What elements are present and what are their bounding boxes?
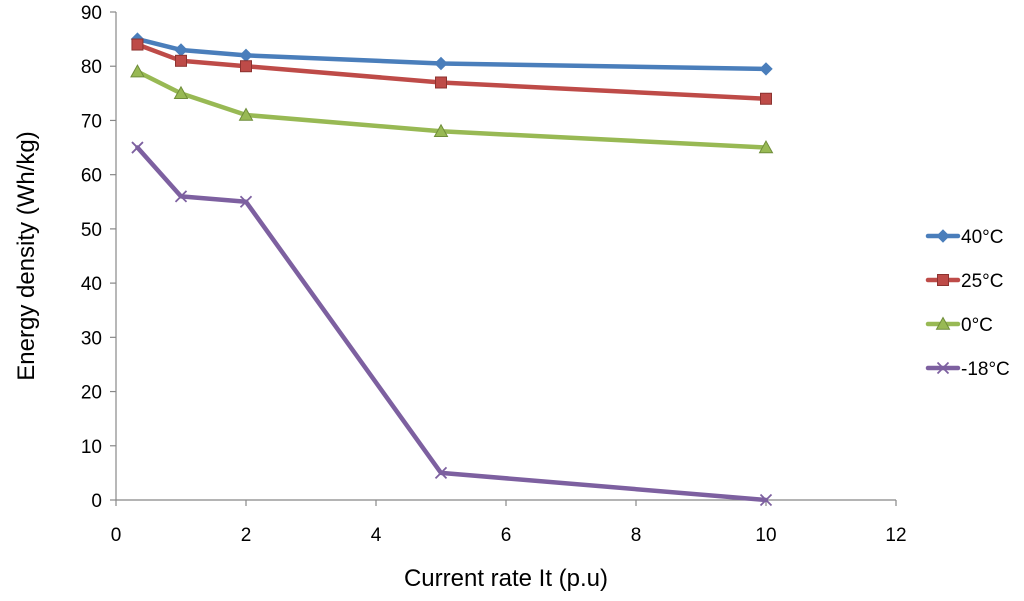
series-layer xyxy=(130,32,774,507)
legend-item: 0°C xyxy=(925,315,993,336)
data-point xyxy=(433,123,449,137)
data-point xyxy=(173,85,189,100)
y-tick-label: 40 xyxy=(81,274,102,295)
x-tick-label: 8 xyxy=(631,525,642,546)
data-point xyxy=(131,38,144,51)
legend-marker xyxy=(937,274,949,286)
data-point xyxy=(434,466,448,480)
data-point xyxy=(759,493,773,507)
data-point xyxy=(174,190,188,203)
y-tick-label: 80 xyxy=(81,57,102,78)
legend-item: 40°C xyxy=(925,227,1003,248)
data-point xyxy=(238,107,254,121)
data-point xyxy=(758,140,774,154)
legend-label: 40°C xyxy=(961,227,1003,248)
data-point xyxy=(240,60,252,73)
y-axis-title: Energy density (Wh/kg) xyxy=(13,131,40,380)
y-tick-label: 90 xyxy=(81,3,102,24)
series-0c xyxy=(130,64,774,154)
x-tick-label: 12 xyxy=(885,525,906,546)
legend-marker xyxy=(936,361,950,375)
legend-label: 0°C xyxy=(961,315,993,336)
y-tick-label: 10 xyxy=(81,437,102,458)
x-tick-label: 10 xyxy=(755,525,776,546)
series-25c xyxy=(131,38,772,105)
data-point xyxy=(131,141,144,154)
y-tick-label: 20 xyxy=(81,383,102,404)
data-point xyxy=(434,56,448,71)
series-40c xyxy=(130,32,773,76)
data-point xyxy=(760,92,772,105)
x-tick-label: 4 xyxy=(371,525,382,546)
legend-item: 25°C xyxy=(925,271,1003,292)
data-point xyxy=(759,62,773,76)
legend: 40°C 25°C 0°C -18°C xyxy=(925,227,1010,380)
legend-label: 25°C xyxy=(961,271,1003,292)
series-line xyxy=(135,145,769,503)
x-tick-label: 6 xyxy=(501,525,512,546)
y-tick-label: 0 xyxy=(91,491,102,512)
data-point xyxy=(239,195,253,208)
legend-marker xyxy=(935,316,951,330)
data-point xyxy=(174,43,188,57)
series-18c xyxy=(131,141,773,507)
legend-label: -18°C xyxy=(961,359,1010,380)
y-tick-label: 50 xyxy=(81,220,102,241)
data-point xyxy=(435,76,447,89)
y-tick-label: 60 xyxy=(81,166,102,187)
x-axis-title: Current rate It (p.u) xyxy=(404,565,608,592)
y-tick-label: 30 xyxy=(81,328,102,349)
x-tick-label: 2 xyxy=(241,525,252,546)
y-tick-label: 70 xyxy=(81,111,102,132)
data-point xyxy=(175,54,187,67)
data-point xyxy=(239,48,253,63)
legend-item: -18°C xyxy=(925,359,1010,380)
axes: 0 10 20 30 40 50 60 70 80 90 0 2 4 6 8 10 12 xyxy=(81,3,907,546)
x-tick-label: 0 xyxy=(111,525,122,546)
data-point xyxy=(130,64,145,78)
legend-marker xyxy=(936,229,950,243)
